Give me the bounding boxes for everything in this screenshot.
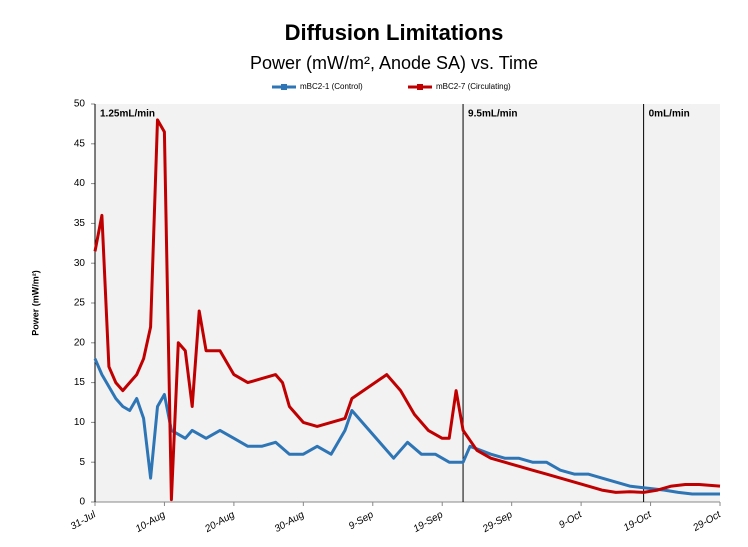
- annotation: 0mL/min: [649, 109, 690, 120]
- legend-label: mBC2-7 (Circulating): [436, 82, 511, 91]
- x-tick-label: 30-Aug: [273, 509, 307, 535]
- chart-title: Diffusion Limitations: [285, 20, 504, 45]
- y-axis-label: Power (mW/m²): [30, 270, 40, 336]
- x-tick-label: 19-Sep: [412, 509, 446, 535]
- y-tick-label: 50: [74, 99, 86, 110]
- legend-marker: [281, 84, 287, 90]
- x-tick-label: 9-Sep: [347, 509, 376, 532]
- y-tick-label: 0: [79, 497, 85, 508]
- legend-marker: [417, 84, 423, 90]
- x-tick-label: 20-Aug: [202, 509, 237, 535]
- annotation: 1.25mL/min: [100, 109, 155, 120]
- chart-subtitle: Power (mW/m², Anode SA) vs. Time: [250, 53, 538, 73]
- x-tick-label: 29-Oct: [690, 509, 723, 535]
- y-tick-label: 10: [74, 417, 86, 428]
- x-tick-label: 29-Sep: [480, 509, 515, 535]
- x-tick-label: 10-Aug: [134, 509, 168, 535]
- y-tick-label: 35: [74, 218, 86, 229]
- y-tick-label: 30: [74, 258, 86, 269]
- x-tick-label: 9-Oct: [557, 509, 585, 531]
- y-tick-label: 45: [74, 138, 86, 149]
- series-line: [93, 118, 721, 502]
- annotation: 9.5mL/min: [468, 109, 517, 120]
- series-line: [93, 358, 720, 496]
- y-tick-label: 20: [74, 337, 86, 348]
- x-tick-label: 19-Oct: [622, 509, 655, 534]
- y-tick-label: 5: [79, 457, 85, 468]
- y-tick-label: 40: [74, 178, 86, 189]
- x-tick-label: 31-Jul: [69, 509, 99, 533]
- y-tick-label: 15: [74, 377, 86, 388]
- y-tick-label: 25: [74, 298, 86, 309]
- legend-label: mBC2-1 (Control): [300, 82, 363, 91]
